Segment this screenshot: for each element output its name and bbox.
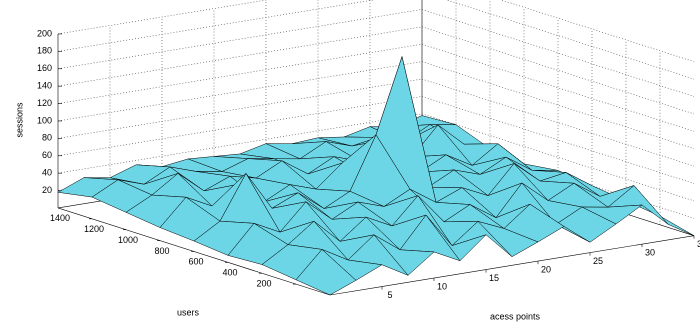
x-tick-label: 35 bbox=[697, 239, 700, 249]
z-tick-label: 100 bbox=[37, 115, 52, 125]
z-tick-label: 80 bbox=[42, 133, 52, 143]
grid-line bbox=[445, 0, 695, 80]
z-tick-label: 180 bbox=[37, 46, 52, 56]
x-tick-label: 30 bbox=[645, 248, 655, 258]
grid-line bbox=[57, 9, 423, 70]
x-tick-label: 15 bbox=[489, 273, 499, 283]
z-tick-label: 120 bbox=[37, 98, 52, 108]
z-tick-label: 20 bbox=[42, 185, 52, 195]
x-tick-label: 20 bbox=[541, 264, 551, 274]
z-tick-label: 60 bbox=[42, 150, 52, 160]
z-tick-label: 160 bbox=[37, 63, 52, 73]
grid-line bbox=[57, 43, 423, 104]
z-axis-title: sessions bbox=[14, 102, 24, 138]
x-axis-title: acess points bbox=[490, 311, 541, 321]
y-axis-title: users bbox=[177, 307, 200, 317]
z-tick-label: 200 bbox=[37, 28, 52, 38]
surface-facet bbox=[295, 249, 357, 296]
x-tick-label: 10 bbox=[437, 281, 447, 291]
grid-line bbox=[421, 43, 695, 132]
axis-line bbox=[329, 235, 695, 296]
y-tick-label: 1400 bbox=[50, 213, 70, 223]
y-tick-label: 200 bbox=[256, 278, 271, 288]
z-tick-label: 40 bbox=[42, 168, 52, 178]
y-tick-label: 400 bbox=[222, 268, 237, 278]
grid-line bbox=[421, 113, 695, 202]
grid-line bbox=[421, 26, 695, 115]
grid-line bbox=[57, 26, 423, 87]
z-tick-label: 140 bbox=[37, 81, 52, 91]
surface-facet bbox=[633, 185, 695, 236]
y-tick-label: 800 bbox=[154, 246, 169, 256]
y-tick-label: 1000 bbox=[118, 235, 138, 245]
grid-line bbox=[421, 61, 695, 149]
x-tick-label: 5 bbox=[387, 290, 392, 300]
grid-line bbox=[421, 96, 695, 184]
grid-line bbox=[57, 61, 423, 122]
y-tick-label: 1200 bbox=[84, 224, 104, 234]
grid-line bbox=[421, 78, 695, 167]
grid-line bbox=[421, 9, 695, 97]
axis-line bbox=[57, 207, 331, 296]
grid-line bbox=[57, 0, 375, 52]
grid-line bbox=[500, 0, 695, 62]
grid-line bbox=[57, 0, 269, 35]
x-tick-label: 25 bbox=[593, 256, 603, 266]
y-tick-label: 600 bbox=[188, 257, 203, 267]
